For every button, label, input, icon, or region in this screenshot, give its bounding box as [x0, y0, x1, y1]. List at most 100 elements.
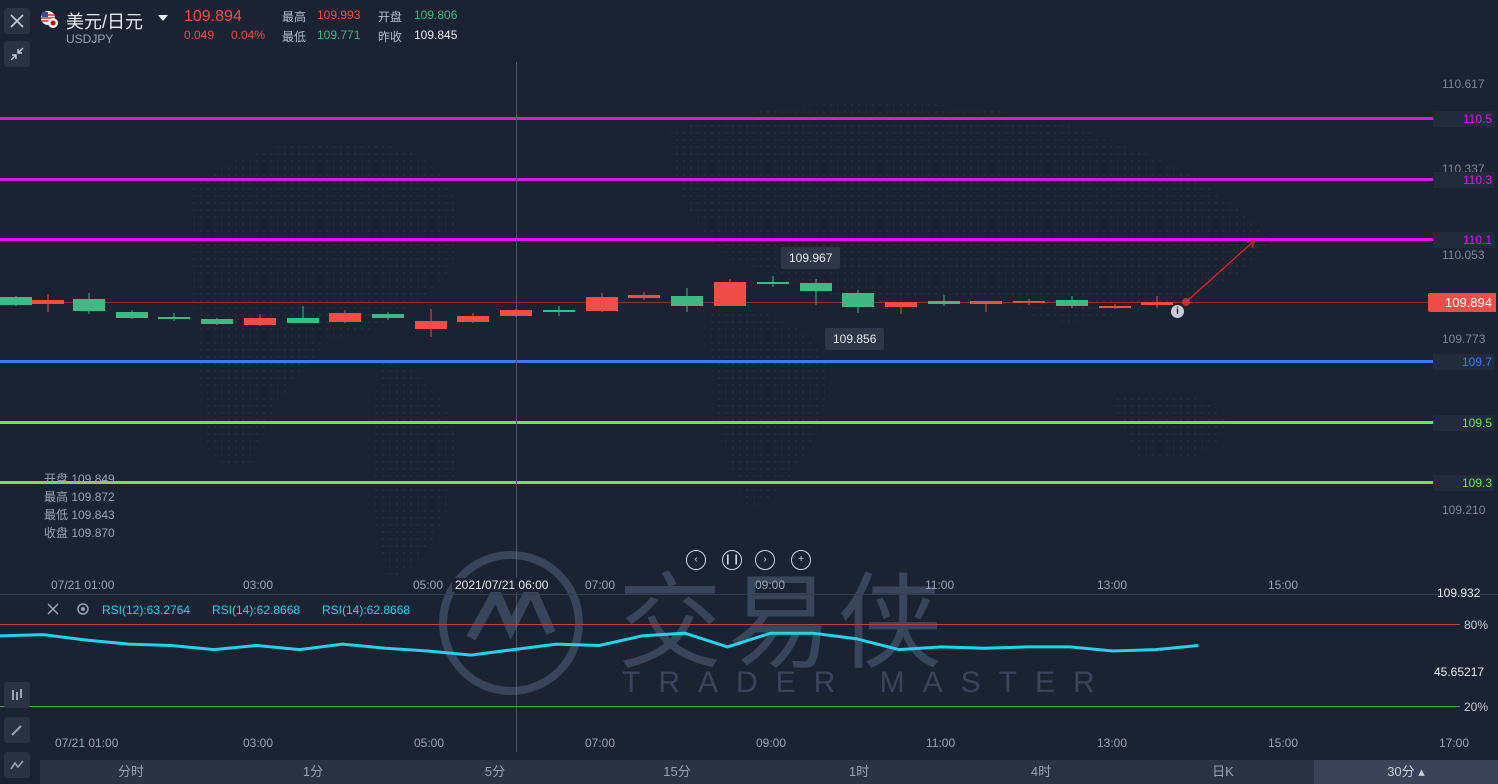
candle [1099, 306, 1131, 308]
candle [32, 300, 64, 304]
level-line[interactable] [0, 360, 1433, 363]
candle [842, 293, 874, 307]
draw-tool-button[interactable] [4, 717, 30, 743]
time-label: 13:00 [1097, 578, 1128, 592]
candlestick-chart[interactable] [0, 0, 1433, 580]
period-tab[interactable]: 1时 [848, 764, 870, 779]
rsi-upper-label: 80% [1464, 618, 1489, 632]
time-label: 07:00 [585, 578, 616, 592]
chevron-down-icon[interactable] [158, 15, 168, 21]
level-tag: 110.3 [1433, 172, 1495, 188]
pair-code: USDJPY [66, 32, 114, 46]
low-tooltip: 109.856 [825, 328, 885, 350]
candle [1013, 301, 1045, 303]
period-tab[interactable]: 分时 [117, 764, 144, 779]
period-tab-active[interactable]: 30分 ▴ [1314, 760, 1498, 784]
crosshair-line [516, 62, 517, 752]
collapse-button[interactable] [4, 41, 30, 67]
collapse-icon [10, 47, 24, 61]
add-button[interactable]: + [791, 550, 811, 570]
time-label: 05:00 [413, 578, 444, 592]
rsi-label: RSI(12):63.2764 [102, 603, 191, 617]
step-forward-button[interactable]: › [755, 550, 775, 570]
price-axis-label: 109.773 [1442, 332, 1486, 346]
candle [201, 319, 233, 324]
candle [500, 310, 532, 316]
candle [757, 282, 789, 284]
close-icon [10, 14, 24, 28]
indicator-tool-button[interactable] [4, 682, 30, 708]
rsi-chart[interactable] [0, 595, 1433, 735]
rsi-scale-top: 109.932 [1437, 586, 1481, 600]
prev-close-label: 昨收 [378, 30, 403, 44]
candle [287, 318, 319, 323]
price-axis-label: 110.617 [1442, 77, 1485, 91]
rsi-current-value: 45.65217 [1434, 665, 1485, 679]
pair-name[interactable]: 美元/日元 [66, 12, 144, 32]
period-tab[interactable]: 1分 [302, 764, 324, 779]
candle [628, 295, 660, 298]
candle [457, 316, 489, 322]
high-label: 最高 [282, 10, 307, 24]
rewind-button[interactable]: ‹ [686, 550, 706, 570]
candle [244, 318, 276, 325]
candle [928, 301, 960, 304]
low-value: 109.771 [317, 28, 361, 42]
level-tag: 110.5 [1433, 111, 1495, 127]
rsi-settings-icon[interactable] [76, 602, 90, 616]
candle [116, 312, 148, 318]
candle [543, 310, 575, 312]
candle [586, 297, 618, 311]
pane-divider[interactable] [0, 594, 1498, 595]
flag-icon [40, 10, 58, 28]
time-label: 13:00 [1097, 736, 1128, 750]
info-icon[interactable]: i [1171, 305, 1184, 318]
candle [714, 282, 746, 306]
period-tab[interactable]: 4时 [1030, 764, 1052, 779]
time-axis-bottom: 07/21 01:00 03:00 05:00 07:00 09:00 11:0… [0, 736, 1498, 752]
period-tab-label: 30分 [1387, 764, 1415, 779]
level-line[interactable] [0, 238, 1433, 241]
crosshair-low: 最低 109.843 [44, 508, 115, 522]
candle [329, 313, 361, 322]
candle [372, 314, 404, 318]
rsi-close-icon[interactable] [46, 602, 60, 616]
crosshair-close: 收盘 109.870 [44, 526, 115, 540]
time-label: 11:00 [925, 578, 955, 592]
candle [73, 299, 105, 311]
period-tab[interactable]: 日K [1212, 764, 1234, 779]
period-tab[interactable]: 15分 [663, 764, 691, 779]
level-line[interactable] [0, 421, 1433, 424]
line-chart-icon [10, 760, 24, 770]
watermark-subtext: TRADER MASTER [622, 666, 1113, 699]
time-label: 05:00 [414, 736, 445, 750]
time-label: 07/21 01:00 [55, 736, 119, 750]
time-label: 11:00 [926, 736, 956, 750]
pause-button[interactable]: ❙❙ [722, 550, 742, 570]
level-line[interactable] [0, 117, 1433, 120]
close-button[interactable] [4, 8, 30, 34]
pencil-icon [11, 725, 22, 736]
price-axis-label: 110.053 [1442, 248, 1485, 262]
candle [671, 296, 703, 306]
period-bar [40, 760, 1498, 784]
prev-close-value: 109.845 [414, 28, 458, 42]
period-tab[interactable]: 5分 [484, 764, 506, 779]
open-value: 109.806 [414, 8, 458, 22]
high-tooltip: 109.967 [781, 247, 841, 269]
time-label: 15:00 [1268, 578, 1299, 592]
time-label: 07:00 [585, 736, 616, 750]
time-label: 09:00 [755, 578, 786, 592]
chart-type-button[interactable] [4, 752, 30, 778]
candle [800, 283, 832, 291]
low-label: 最低 [282, 30, 307, 44]
level-line[interactable] [0, 178, 1433, 181]
time-label: 03:00 [243, 736, 274, 750]
candle [0, 297, 32, 305]
level-line[interactable] [0, 481, 1433, 484]
price-axis-label: 109.210 [1442, 503, 1486, 517]
last-price: 109.894 [184, 8, 242, 25]
rsi-label: RSI(14):62.8668 [322, 603, 411, 617]
level-tag: 110.1 [1433, 232, 1495, 248]
time-axis-top: 07/21 01:00 03:00 05:00 07:00 09:00 11:0… [0, 578, 1433, 594]
